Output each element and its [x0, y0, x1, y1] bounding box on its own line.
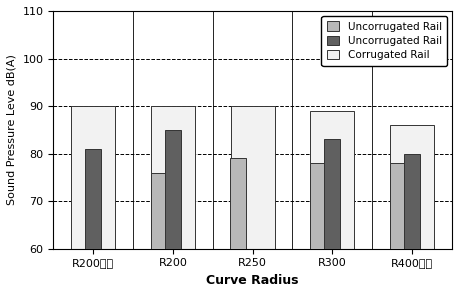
Bar [151, 173, 167, 294]
Bar [390, 125, 434, 294]
Bar [85, 149, 101, 294]
Bar [230, 158, 246, 294]
Legend: Uncorrugated Rail, Uncorrugated Rail, Corrugated Rail: Uncorrugated Rail, Uncorrugated Rail, Co… [321, 16, 447, 66]
Bar [231, 106, 274, 294]
X-axis label: Curve Radius: Curve Radius [207, 274, 299, 287]
Bar [71, 106, 115, 294]
Bar [151, 106, 195, 294]
Bar [165, 130, 181, 294]
Bar [390, 163, 406, 294]
Bar [325, 139, 340, 294]
Y-axis label: Sound Pressure Leve dB(A): Sound Pressure Leve dB(A) [7, 54, 17, 205]
Bar [310, 111, 354, 294]
Bar [404, 154, 420, 294]
Bar [310, 163, 326, 294]
